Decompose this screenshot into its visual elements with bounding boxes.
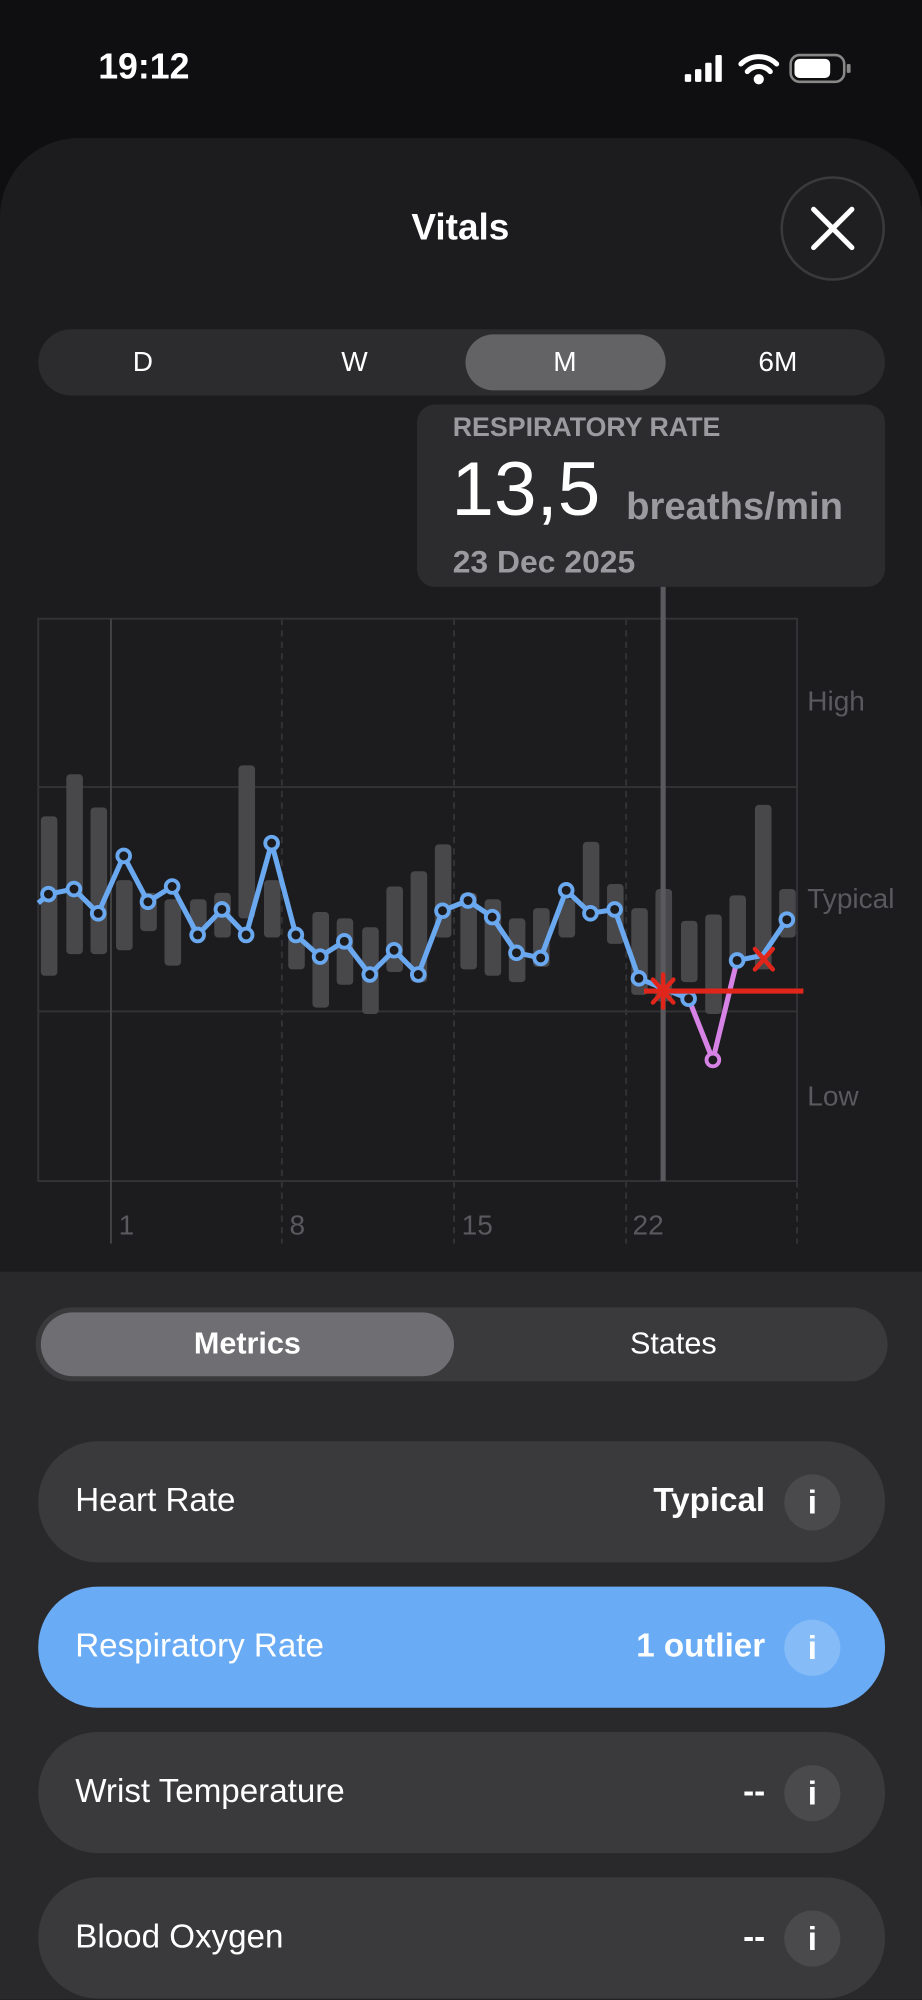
tooltip-date: 23 Dec 2025: [453, 543, 636, 579]
metric-name: Heart Rate: [75, 1482, 235, 1519]
tab-selected: [465, 334, 666, 391]
segment[interactable]: Metrics: [194, 1327, 301, 1361]
segment-selected: [40, 1312, 454, 1377]
svg-text:i: i: [808, 1921, 817, 1958]
sheet: [0, 137, 922, 1272]
trend-points: [40, 834, 796, 1008]
band-label: Typical: [807, 883, 894, 914]
signal-icon: [684, 55, 722, 82]
tooltip-unit: breaths/min: [626, 485, 843, 528]
status-time: 19:12: [98, 47, 189, 87]
sheet-title: Vitals: [411, 207, 509, 248]
metric-status: --: [743, 1773, 765, 1810]
metric-status: 1 outlier: [636, 1628, 765, 1665]
metric-name: Wrist Temperature: [75, 1773, 345, 1810]
x-label: 22: [633, 1209, 664, 1240]
range-tabs: [38, 329, 886, 396]
x-label: 15: [462, 1209, 493, 1240]
x-label: 1: [119, 1209, 135, 1240]
svg-text:i: i: [808, 1630, 817, 1667]
segment[interactable]: States: [630, 1327, 717, 1361]
tab[interactable]: D: [133, 346, 153, 377]
wifi-icon: [738, 54, 780, 85]
trend-line: [36, 840, 690, 1002]
tab[interactable]: 6M: [758, 346, 797, 377]
tab[interactable]: M: [553, 346, 576, 377]
tooltip-label: RESPIRATORY RATE: [453, 412, 721, 442]
metric-row[interactable]: Blood Oxygen -- i: [38, 1877, 886, 1999]
band-label: Low: [807, 1081, 859, 1112]
svg-text:i: i: [808, 1485, 817, 1522]
metric-name: Blood Oxygen: [75, 1918, 283, 1955]
tooltip: [417, 404, 886, 587]
metric-status: Typical: [653, 1482, 765, 1519]
metric-name: Respiratory Rate: [75, 1628, 324, 1665]
band-label: High: [807, 685, 865, 716]
metric-row[interactable]: Heart Rate Typical i: [38, 1441, 886, 1563]
outlier-point: [704, 1051, 722, 1069]
tab[interactable]: W: [341, 346, 368, 377]
metric-row[interactable]: Wrist Temperature -- i: [38, 1731, 886, 1854]
svg-text:i: i: [808, 1776, 817, 1813]
close-button[interactable]: [780, 176, 886, 281]
event-markers: [650, 946, 776, 1010]
battery-icon: [789, 53, 851, 84]
tooltip-value: 13,5: [451, 447, 600, 532]
x-label: 8: [289, 1209, 305, 1240]
metric-row[interactable]: Respiratory Rate 1 outlier i: [38, 1586, 886, 1708]
metric-status: --: [743, 1918, 765, 1955]
